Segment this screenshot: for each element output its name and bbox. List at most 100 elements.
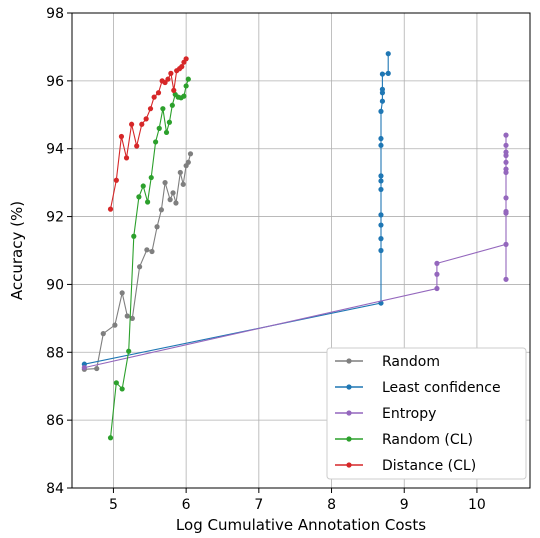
data-point <box>503 142 509 148</box>
legend-label: Random (CL) <box>382 432 473 448</box>
data-point <box>171 87 177 93</box>
data-point <box>153 139 159 145</box>
data-point <box>379 86 386 92</box>
data-point <box>154 224 160 230</box>
y-tick-label: 84 <box>46 481 64 497</box>
data-point <box>144 247 150 253</box>
legend-item-least-confidence: Least confidence <box>335 380 501 396</box>
data-point <box>378 236 384 242</box>
data-point <box>156 125 162 131</box>
legend: Random Least confidence Entropy Random (CL)… <box>326 347 527 480</box>
y-tick-label: 88 <box>46 345 64 361</box>
legend-item-entropy: Entropy <box>335 406 436 422</box>
data-point <box>503 132 509 138</box>
legend-item-distance-cl: Distance (CL) <box>335 458 476 474</box>
data-point <box>179 64 185 70</box>
data-point <box>166 119 173 125</box>
data-point <box>155 90 162 96</box>
data-point <box>379 71 386 77</box>
data-point <box>160 106 166 112</box>
legend-label: Least confidence <box>382 380 501 396</box>
legend-swatch-marker <box>346 462 352 468</box>
data-point <box>168 70 174 76</box>
series-least-confidence <box>81 51 391 367</box>
data-point <box>123 155 130 161</box>
legend-label: Random <box>382 354 440 370</box>
data-point <box>137 264 143 270</box>
legend-swatch-marker <box>346 436 352 442</box>
data-point <box>185 159 191 165</box>
legend-item-random: Random <box>335 354 440 370</box>
series-line <box>84 153 192 370</box>
data-point <box>378 142 384 148</box>
series-layer <box>81 51 509 441</box>
y-tick-label: 92 <box>46 210 64 226</box>
data-point <box>112 322 118 328</box>
data-point <box>107 435 114 441</box>
data-point <box>81 364 87 371</box>
data-point <box>177 169 183 176</box>
data-point <box>378 108 384 114</box>
data-point <box>124 313 130 319</box>
data-point <box>163 129 170 136</box>
data-point <box>503 166 509 172</box>
y-axis-title: Accuracy (%) <box>8 201 26 300</box>
legend-swatch-marker <box>346 358 352 364</box>
data-point <box>385 51 391 57</box>
data-point <box>136 194 142 200</box>
series-random-cl <box>107 76 191 441</box>
data-point <box>434 285 440 292</box>
data-point <box>378 222 384 228</box>
data-point <box>378 178 384 184</box>
data-point <box>170 190 176 196</box>
data-point <box>434 271 440 277</box>
data-point <box>143 116 149 122</box>
data-point <box>131 233 137 239</box>
data-point <box>134 143 140 149</box>
legend-swatch-marker <box>346 410 352 416</box>
data-point <box>434 260 440 266</box>
legend-label: Entropy <box>382 406 436 422</box>
y-tick-label: 96 <box>46 74 64 90</box>
data-point <box>118 133 125 140</box>
data-point <box>185 76 191 82</box>
legend-swatch-marker <box>346 384 352 390</box>
data-point <box>148 174 154 181</box>
data-point <box>140 183 146 189</box>
x-axis-title: Log Cumulative Annotation Costs <box>176 516 426 534</box>
data-point <box>378 212 384 218</box>
data-point <box>126 348 132 354</box>
data-point <box>180 181 186 187</box>
data-point <box>139 121 145 127</box>
data-point <box>129 121 135 127</box>
data-point <box>378 186 384 193</box>
legend-label: Distance (CL) <box>382 458 476 474</box>
series-random <box>81 151 194 372</box>
data-point <box>129 315 135 321</box>
x-tick-label: 8 <box>327 497 336 513</box>
legend-box <box>326 347 527 480</box>
y-tick-label: 94 <box>46 142 64 158</box>
data-point <box>167 197 173 203</box>
data-point <box>149 248 155 255</box>
data-point <box>378 135 384 142</box>
y-tick-label: 90 <box>46 277 64 293</box>
x-tick-label: 7 <box>254 497 263 513</box>
data-point <box>162 180 168 186</box>
data-point <box>165 76 171 82</box>
legend-item-random-cl: Random (CL) <box>335 432 473 448</box>
series-line <box>109 79 189 438</box>
data-point <box>378 173 384 179</box>
data-point <box>385 70 391 76</box>
data-point <box>147 106 154 112</box>
data-point <box>94 365 100 372</box>
data-point <box>181 93 187 99</box>
data-point <box>169 102 175 108</box>
data-point <box>119 290 125 296</box>
data-point <box>379 98 386 104</box>
data-point <box>173 200 179 206</box>
data-point <box>503 276 509 282</box>
data-point <box>100 331 106 337</box>
y-tick-label: 98 <box>46 6 64 22</box>
